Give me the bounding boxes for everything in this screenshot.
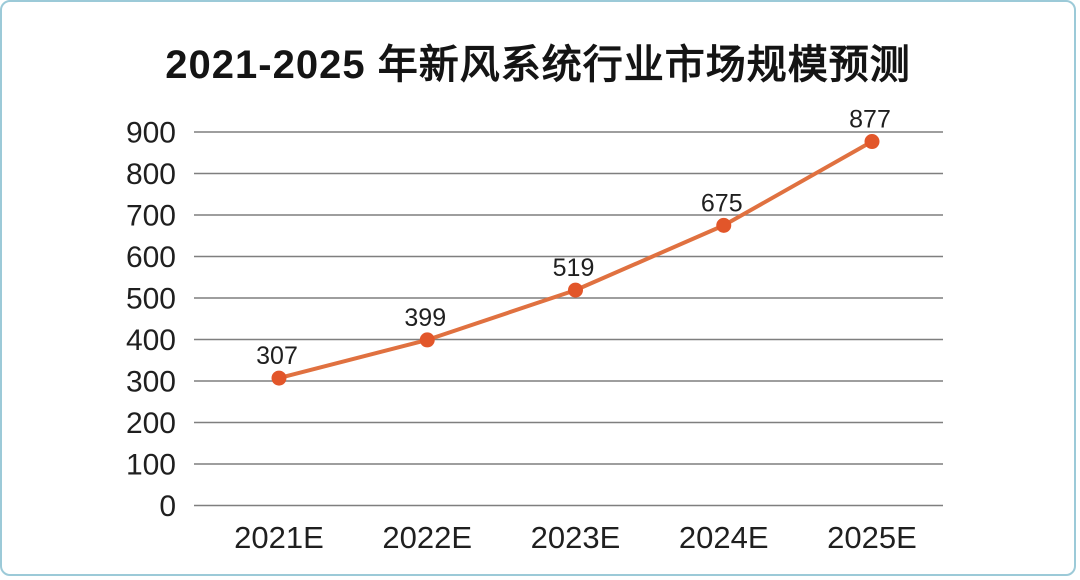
data-point-marker	[271, 370, 287, 386]
x-axis-tick-label: 2021E	[234, 520, 324, 555]
data-point-marker	[864, 134, 880, 150]
chart-title: 2021-2025 年新风系统行业市场规模预测	[165, 43, 911, 87]
x-axis-tick-label: 2022E	[382, 520, 472, 555]
y-axis-tick-label: 900	[126, 117, 176, 150]
y-axis-tick-label: 0	[159, 490, 176, 523]
y-axis-tick-label: 300	[126, 366, 176, 399]
data-point-label: 307	[256, 342, 298, 370]
data-point-label: 399	[404, 304, 446, 332]
y-axis-tick-label: 200	[126, 407, 176, 440]
y-axis-tick-label: 700	[126, 200, 176, 233]
y-axis-tick-label: 600	[126, 241, 176, 274]
x-axis-tick-label: 2023E	[531, 520, 621, 555]
data-point-label: 877	[849, 106, 891, 134]
data-point-marker	[419, 332, 435, 348]
data-point-label: 519	[553, 254, 595, 282]
y-axis-tick-label: 400	[126, 324, 176, 357]
x-axis-tick-label: 2024E	[679, 520, 769, 555]
x-axis-tick-label: 2025E	[827, 520, 917, 555]
data-point-marker	[716, 217, 732, 233]
y-axis-tick-label: 500	[126, 283, 176, 316]
data-point-marker	[568, 282, 583, 298]
data-point-label: 675	[701, 189, 743, 217]
y-axis-tick-label: 100	[126, 449, 176, 482]
y-axis-tick-label: 800	[126, 158, 176, 191]
